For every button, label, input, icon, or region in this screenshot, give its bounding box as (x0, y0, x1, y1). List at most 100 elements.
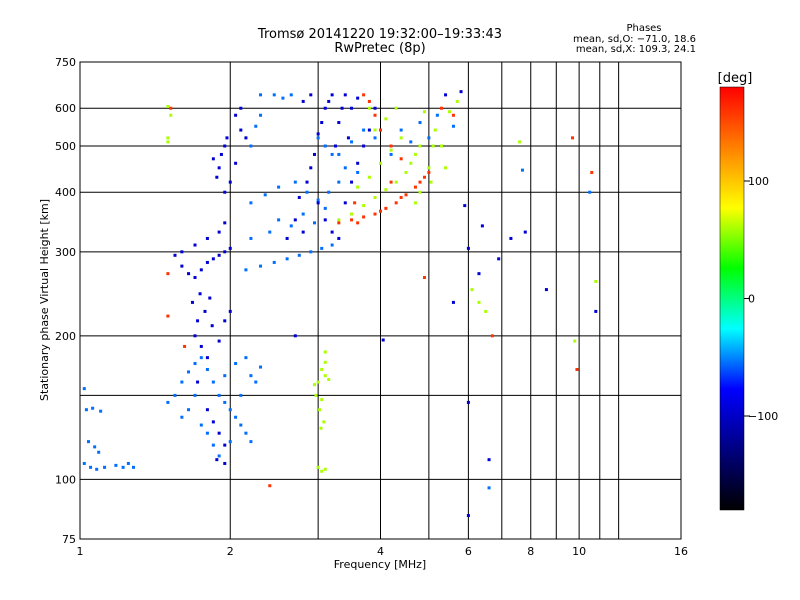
data-point (316, 380, 320, 384)
data-point (323, 360, 327, 364)
data-point (322, 420, 326, 424)
data-point (193, 243, 197, 247)
data-point (277, 218, 281, 222)
data-point (87, 440, 91, 444)
data-point (223, 250, 227, 254)
data-point (337, 221, 341, 225)
legend-title: Phases (626, 23, 661, 34)
data-point (97, 450, 101, 454)
data-point (451, 300, 455, 304)
data-point (373, 195, 377, 199)
data-point (254, 380, 258, 384)
legend-line-x: mean, sd,X: 109.3, 24.1 (576, 44, 696, 55)
data-point (193, 334, 197, 338)
data-point (187, 370, 191, 374)
data-point (588, 190, 592, 194)
data-point (114, 463, 118, 467)
chart-title: Tromsø 20141220 19:32:00–19:33:43 (257, 27, 502, 42)
colorbar-ticks: 100 0 −100 (744, 175, 778, 423)
data-point (480, 224, 484, 228)
data-point (435, 113, 439, 117)
data-points (82, 90, 598, 518)
data-point (198, 292, 202, 296)
data-point (330, 152, 334, 156)
data-point (318, 408, 322, 412)
data-point (205, 431, 209, 435)
data-point (208, 296, 212, 300)
data-point (217, 166, 221, 170)
data-point (404, 193, 408, 197)
data-point (346, 136, 350, 140)
data-point (309, 250, 313, 254)
data-point (320, 469, 324, 473)
data-point (431, 144, 435, 148)
data-point (399, 195, 403, 199)
data-point (297, 253, 301, 257)
data-point (343, 201, 347, 205)
data-point (319, 426, 323, 430)
data-point (268, 230, 272, 234)
data-point (418, 121, 422, 125)
data-point (350, 140, 354, 144)
data-point (249, 144, 253, 148)
data-point (373, 113, 377, 117)
data-point (422, 110, 426, 114)
data-point (205, 356, 209, 360)
data-point (422, 276, 426, 280)
data-point (180, 250, 184, 254)
data-point (217, 253, 221, 257)
data-point (320, 246, 324, 250)
data-point (132, 465, 136, 469)
data-point (487, 486, 491, 490)
data-point (199, 356, 203, 360)
data-point (362, 144, 366, 148)
data-point (166, 140, 170, 144)
data-point (244, 136, 248, 140)
data-point (427, 166, 431, 170)
data-point (448, 110, 452, 114)
data-point (166, 314, 170, 318)
data-point (215, 175, 219, 179)
data-point (277, 185, 281, 189)
data-point (193, 361, 197, 365)
data-point (211, 443, 215, 447)
data-point (121, 465, 125, 469)
y-tick-labels: 75 100 200 300 400 500 600 750 (55, 56, 76, 546)
colorbar (719, 86, 745, 511)
data-point (305, 180, 309, 184)
data-point (293, 334, 297, 338)
data-point (205, 367, 209, 371)
data-point (211, 380, 215, 384)
x-tick-label: 10 (572, 545, 586, 558)
data-point (301, 212, 305, 216)
data-point (575, 367, 579, 371)
colorbar-tick-label: −100 (748, 410, 778, 423)
data-point (217, 230, 221, 234)
data-point (418, 144, 422, 148)
data-point (82, 387, 86, 391)
data-point (343, 93, 347, 97)
data-point (466, 514, 470, 518)
data-point (327, 190, 331, 194)
data-point (367, 128, 371, 132)
y-tick-label: 300 (55, 246, 76, 259)
data-point (210, 324, 214, 328)
data-point (429, 180, 433, 184)
data-point (234, 161, 238, 165)
data-point (223, 400, 227, 404)
data-point (389, 148, 393, 152)
data-point (289, 224, 293, 228)
data-point (244, 268, 248, 272)
data-point (497, 257, 501, 261)
data-point (373, 128, 377, 132)
x-tick-label: 8 (527, 545, 534, 558)
data-point (399, 128, 403, 132)
data-point (459, 90, 463, 94)
data-point (301, 99, 305, 103)
data-point (520, 168, 524, 172)
data-point (356, 161, 360, 165)
data-point (427, 170, 431, 174)
data-point (404, 170, 408, 174)
data-point (323, 218, 327, 222)
data-point (223, 319, 227, 323)
